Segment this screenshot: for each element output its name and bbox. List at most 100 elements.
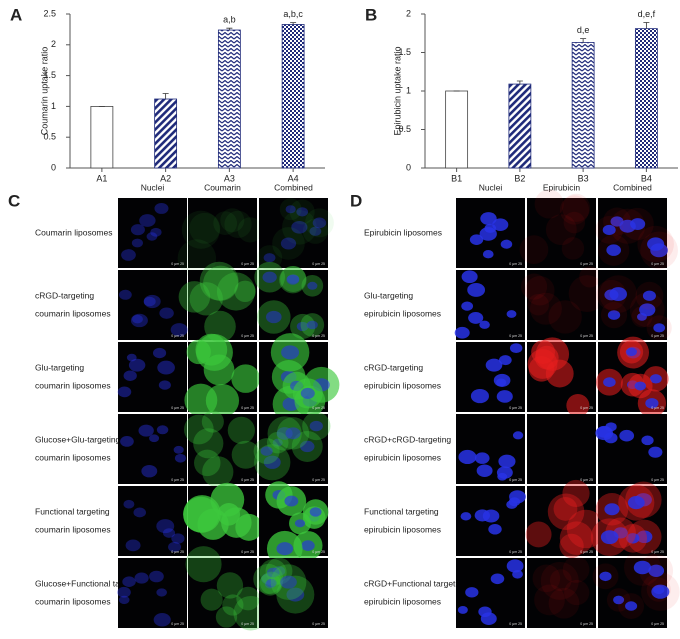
row-label: Glucose+Glu-targeting [35,434,121,444]
cell-signal [202,456,234,488]
y-tick-label: 2 [51,39,56,49]
annotation: a,b,c [283,9,303,19]
nucleus [263,455,281,469]
cell-signal [258,573,282,596]
bar [90,106,114,169]
nucleus [134,572,149,584]
row-label: Functional targeting [35,506,110,516]
nucleus [474,452,490,464]
bar [508,83,532,169]
nucleus [488,523,502,535]
row-label: epirubicin liposomes [364,308,441,318]
nucleus [508,497,521,507]
nucleus [122,576,136,587]
cell-signal [525,521,552,548]
nucleus [171,533,185,544]
cell-signal [559,195,590,225]
scale-bar-label: 0 μm 25 [171,262,184,266]
micrograph: 0 μm 25 [118,270,188,340]
nucleus [291,220,308,234]
nucleus [626,347,637,357]
bar [281,24,305,169]
cell-signal [237,217,263,243]
x-tick-label: B1 [451,173,462,183]
row-label: cRGD+Functional targeting [364,578,467,588]
cell-signal [562,193,591,222]
error-bar [290,22,297,25]
micrograph: 0 μm 25 [595,336,669,418]
micrograph: 0 μm 25 [595,414,667,484]
cell-signal [566,509,606,549]
scale-bar-label: 0 μm 25 [171,406,184,410]
row-label: coumarin liposomes [35,524,111,534]
nucleus [651,584,670,599]
nucleus [123,370,137,381]
nucleus [173,445,184,454]
nucleus [143,296,156,307]
cell-signal [236,586,260,611]
cell-signal [289,199,315,225]
nucleus [261,573,276,585]
nucleus [280,237,297,250]
nucleus [296,207,309,217]
cell-signal [205,383,240,418]
cell-signal [183,414,214,445]
nucleus [476,464,493,477]
nucleus [152,347,167,359]
micrograph: 0 μm 25 [595,198,678,270]
image-bg [118,414,187,484]
cell-signal [534,584,565,616]
cell-signal [222,594,244,616]
nucleus [154,202,169,214]
micrograph: 0 μm 25 [117,558,187,628]
micrograph: 0 μm 25 [118,486,187,556]
y-tick-label: 1.5 [43,70,56,80]
row-label: cRGD-targeting [364,362,423,372]
nucleus [642,290,656,301]
nucleus [500,239,513,249]
nucleus [170,323,188,337]
nucleus [625,601,638,611]
cell-signal [272,227,305,260]
y-tick-label: 2.5 [43,8,56,18]
nucleus [300,387,315,399]
nucleus [158,380,171,390]
cell-signal [561,237,585,260]
nucleus [498,355,512,366]
nucleus [120,436,134,447]
nucleus [496,390,513,403]
y-tick-label: 1 [51,101,56,111]
column-header: Nuclei [479,182,503,192]
cell-signal [215,606,238,628]
nucleus [156,425,169,435]
scale-bar-label: 0 μm 25 [580,622,593,626]
error-bar [162,93,169,100]
cell-signal [305,208,334,238]
nucleus [138,424,154,437]
annotation: d,e,f [638,9,656,19]
cell-signal [256,245,283,271]
nucleus [454,326,470,339]
nucleus [634,381,647,391]
micrograph: 0 μm 25 [592,549,680,628]
nucleus [130,313,148,328]
cell-signal [579,266,601,288]
scale-bar-label: 0 μm 25 [651,622,664,626]
y-tick-label: 1 [406,85,411,95]
nucleus [128,358,146,372]
cell-signal [520,273,548,300]
row-label: epirubicin liposomes [364,596,441,606]
bar [571,42,595,169]
cell-signal [276,575,315,614]
nucleus [157,360,175,375]
nucleus [506,310,517,318]
micrograph: 0 μm 25 [177,198,263,278]
annotation: d,e [577,25,590,35]
micrograph: 0 μm 25 [184,333,260,418]
annotation: a,b [223,15,236,25]
nucleus [281,345,300,360]
nucleus [647,237,665,251]
scale-bar-label: 0 μm 25 [580,262,593,266]
nucleus [492,218,509,232]
panel-label: A [10,5,22,24]
